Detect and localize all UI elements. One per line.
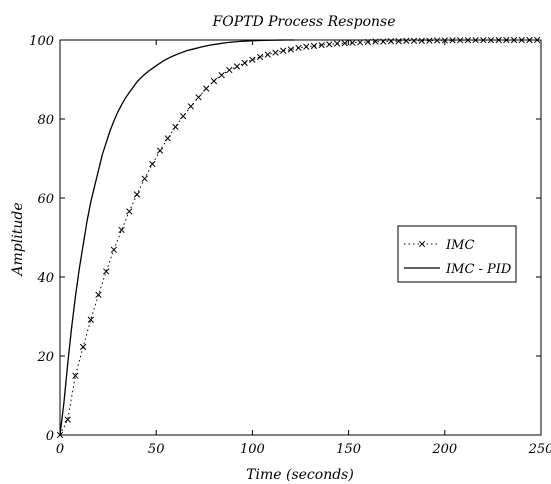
x-tick-label: 100 — [240, 442, 265, 457]
imc-marker-stroke — [510, 36, 518, 44]
imc-marker-stroke — [287, 46, 295, 53]
imc-marker-stroke — [349, 39, 356, 46]
series-imc-pid — [59, 39, 295, 436]
imc-marker-stroke — [95, 291, 102, 298]
imc-marker-stroke — [318, 41, 325, 49]
imc-marker-stroke — [187, 103, 194, 110]
x-tick-label: 150 — [336, 442, 361, 457]
legend-label: IMC - PID — [445, 262, 512, 277]
series-imc — [56, 36, 541, 439]
imc-marker-stroke — [326, 41, 333, 48]
legend-item: IMC — [404, 238, 474, 253]
imc-marker-stroke — [233, 63, 241, 70]
imc-marker-stroke — [256, 53, 264, 61]
x-tick-label: 0 — [56, 442, 64, 457]
imc-marker-stroke — [103, 268, 110, 275]
imc-marker-stroke — [364, 38, 371, 46]
imc-marker-stroke — [141, 175, 148, 182]
imc-marker-stroke — [195, 94, 202, 101]
imc-marker-stroke — [72, 372, 79, 379]
imc-marker-stroke — [203, 85, 210, 92]
legend-label: IMC — [445, 238, 474, 253]
imc-marker-stroke — [433, 37, 441, 44]
imc-marker-stroke — [149, 160, 156, 168]
imc-marker-stroke — [264, 51, 271, 58]
y-tick-label: 0 — [46, 429, 54, 444]
y-tick-label: 100 — [29, 34, 54, 49]
imc-marker-stroke — [179, 113, 187, 120]
imc-marker-stroke — [241, 59, 248, 67]
imc-marker-stroke — [295, 44, 302, 52]
imc-marker-stroke — [310, 42, 318, 50]
imc-marker-stroke — [387, 38, 395, 45]
legend-box — [397, 225, 517, 283]
imc-marker-stroke — [426, 37, 433, 44]
imc-marker-stroke — [380, 38, 387, 45]
imc-pid-solid-line — [59, 39, 295, 436]
x-tick-label: 200 — [431, 442, 457, 457]
imc-marker-stroke — [156, 147, 164, 154]
imc-marker-stroke — [449, 37, 456, 44]
imc-marker-stroke — [126, 208, 133, 215]
imc-marker-stroke — [526, 36, 533, 44]
imc-marker-stroke — [518, 36, 525, 44]
imc-marker-stroke — [472, 37, 479, 44]
imc-marker-stroke — [503, 36, 510, 44]
legend-imc-marker-stroke — [418, 240, 426, 248]
y-tick-label: 60 — [37, 192, 54, 207]
imc-marker-stroke — [218, 72, 225, 79]
imc-marker-stroke — [457, 37, 464, 44]
y-tick-label: 20 — [36, 350, 54, 365]
imc-marker-stroke — [172, 123, 179, 131]
imc-marker-stroke — [280, 47, 287, 54]
imc-marker-stroke — [272, 49, 279, 56]
imc-marker-stroke — [372, 38, 379, 45]
imc-marker-stroke — [487, 36, 495, 44]
legend-items: IMC IMC - PID — [404, 238, 512, 277]
imc-marker-stroke — [464, 37, 472, 44]
imc-marker-stroke — [403, 37, 410, 44]
imc-marker-stroke — [303, 43, 310, 50]
imc-marker-stroke — [110, 246, 118, 253]
imc-marker-stroke — [441, 37, 448, 44]
imc-marker-stroke — [226, 66, 233, 74]
y-axis-ticks: 0 20 40 60 80 100 — [29, 34, 541, 444]
imc-marker-stroke — [118, 226, 125, 234]
y-tick-label: 80 — [37, 113, 54, 128]
x-axis-label: Time (seconds) — [246, 467, 354, 483]
imc-marker-stroke — [87, 316, 94, 323]
imc-marker-stroke — [133, 191, 141, 198]
legend: IMC IMC - PID — [397, 225, 517, 283]
imc-marker-stroke — [210, 77, 218, 85]
imc-marker-stroke — [64, 416, 71, 423]
y-tick-label: 40 — [36, 271, 54, 286]
imc-marker-stroke — [356, 39, 364, 46]
imc-marker-stroke — [79, 343, 87, 351]
imc-marker-stroke — [410, 37, 418, 44]
x-tick-label: 250 — [528, 442, 551, 457]
imc-marker-stroke — [341, 40, 348, 47]
imc-marker-stroke — [533, 36, 541, 44]
imc-marker-stroke — [418, 37, 425, 44]
y-axis-label: Amplitude — [10, 202, 26, 277]
imc-marker-stroke — [164, 135, 171, 142]
series-layer — [56, 36, 541, 439]
imc-marker-stroke — [333, 40, 341, 47]
x-tick-label: 50 — [148, 442, 165, 457]
imc-marker-stroke — [249, 56, 256, 63]
imc-marker-stroke — [480, 36, 487, 44]
imc-marker-stroke — [495, 36, 502, 44]
legend-item: IMC - PID — [404, 262, 512, 277]
chart-title: FOPTD Process Response — [212, 14, 396, 30]
imc-marker-stroke — [395, 38, 402, 45]
x-axis-ticks: 0 50 100 150 200 250 — [56, 40, 551, 457]
